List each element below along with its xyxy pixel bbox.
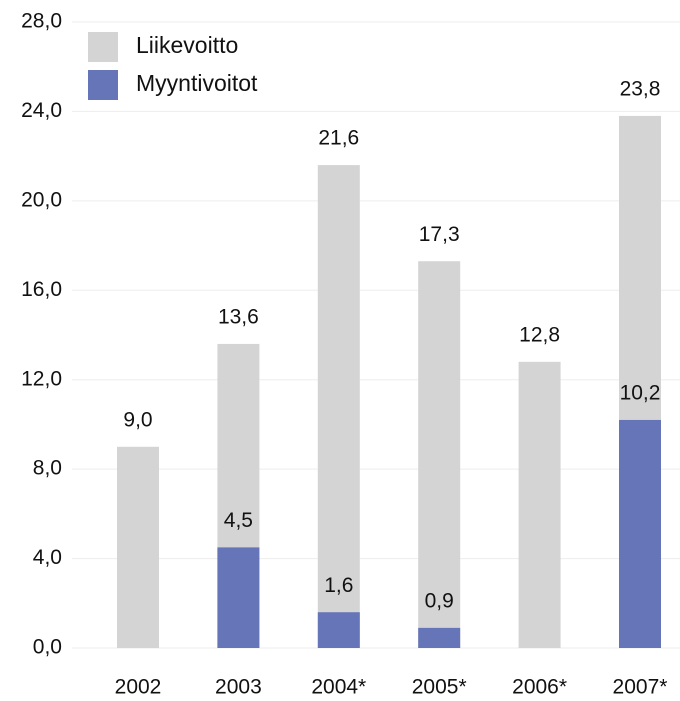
- value-label: 23,8: [620, 77, 661, 100]
- value-label: 12,8: [519, 323, 560, 346]
- bar: [619, 419, 661, 648]
- value-label: 21,6: [318, 127, 359, 150]
- value-label: 10,2: [620, 382, 661, 405]
- value-label: 13,6: [218, 305, 259, 328]
- bar: [317, 165, 360, 649]
- y-tick-label: 24,0: [21, 99, 62, 122]
- legend-swatch: [88, 70, 118, 100]
- legend-swatch: [88, 32, 118, 62]
- value-label: 0,9: [425, 589, 454, 612]
- x-tick-label: 2003: [215, 676, 262, 699]
- y-tick-label: 28,0: [21, 10, 62, 33]
- y-tick-label: 0,0: [33, 636, 62, 659]
- value-label: 9,0: [123, 408, 152, 431]
- bar: [418, 627, 461, 648]
- value-label: 17,3: [419, 223, 460, 246]
- bar: [117, 446, 159, 648]
- y-tick-label: 8,0: [33, 457, 62, 480]
- bar: [518, 361, 561, 648]
- legend-label: Liikevoitto: [136, 32, 238, 58]
- x-tick-label: 2002: [115, 676, 162, 699]
- bar: [217, 547, 260, 648]
- x-tick-label: 2005*: [412, 676, 467, 699]
- value-label: 1,6: [324, 574, 353, 597]
- bar: [317, 612, 360, 648]
- bar: [418, 261, 461, 648]
- y-tick-label: 12,0: [21, 367, 62, 390]
- y-tick-label: 20,0: [21, 188, 62, 211]
- y-tick-label: 4,0: [33, 546, 62, 569]
- value-label: 4,5: [224, 509, 253, 532]
- x-tick-label: 2006*: [512, 676, 567, 699]
- x-tick-label: 2004*: [311, 676, 366, 699]
- y-tick-label: 16,0: [21, 278, 62, 301]
- x-tick-label: 2007*: [613, 676, 668, 699]
- legend-label: Myyntivoitot: [136, 70, 258, 96]
